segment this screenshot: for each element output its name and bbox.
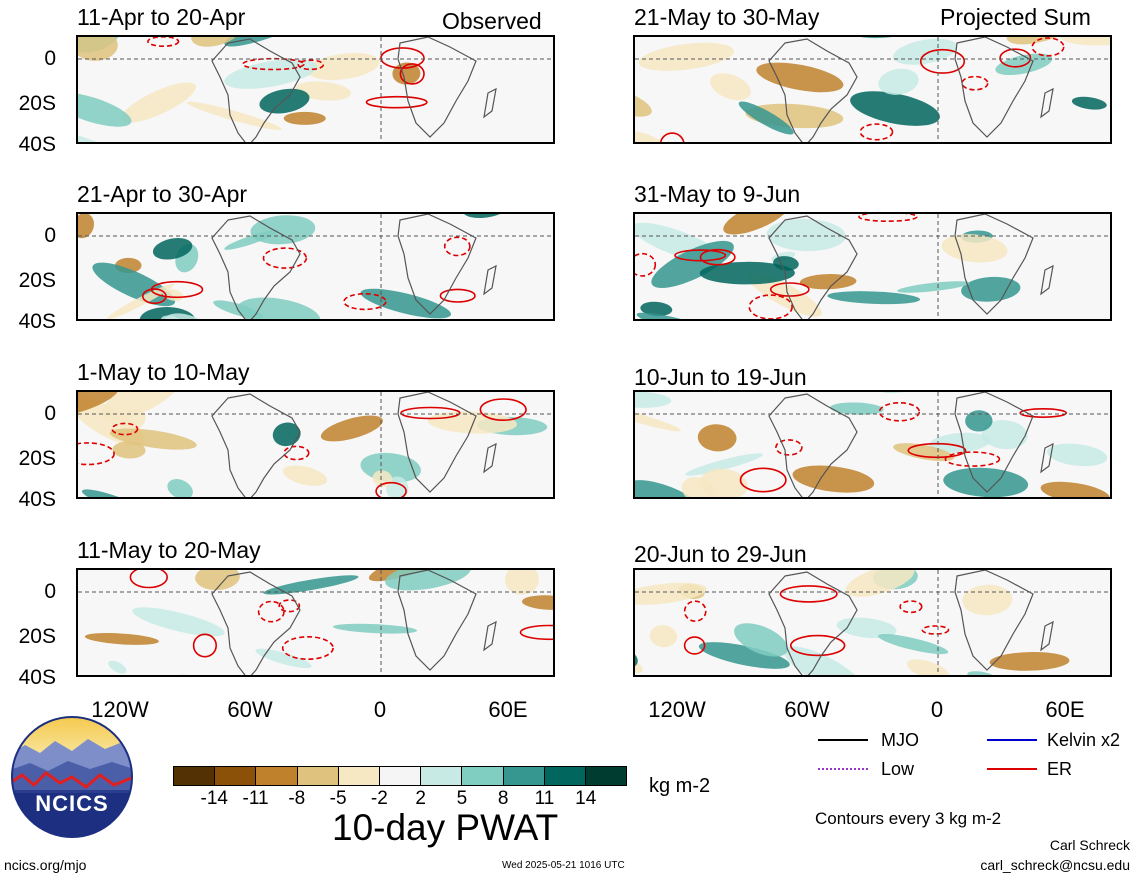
legend-er-line (987, 768, 1037, 770)
ncics-logo: NCICS (10, 715, 134, 839)
figure-title: 10-day PWAT (332, 807, 559, 848)
map-panel (633, 212, 1112, 321)
colorbar-swatch (215, 767, 257, 785)
colorbar-label: 2 (415, 788, 426, 809)
colorbar-swatch (174, 767, 216, 785)
legend-kelvin-label: Kelvin x2 (1047, 730, 1121, 750)
y-tick-label: 0 (44, 402, 56, 425)
y-tick-label: 20S (18, 447, 56, 470)
panel-title: 11-Apr to 20-Apr (77, 4, 246, 30)
x-tick-label: 60W (227, 697, 273, 722)
y-tick-label: 40S (18, 310, 56, 333)
colorbar-label: -8 (288, 788, 306, 809)
y-tick-label: 0 (44, 47, 56, 70)
x-tick-label: 120W (648, 697, 706, 722)
footer-timestamp: Wed 2025-05-21 1016 UTC (502, 860, 625, 871)
map-panel (76, 390, 555, 499)
panel-title: 10-Jun to 19-Jun (634, 364, 807, 390)
y-tick-label: 40S (18, 666, 56, 689)
logo-text: NCICS (35, 791, 109, 816)
colorbar-label: -14 (200, 788, 228, 809)
map-field (78, 214, 553, 319)
colorbar-swatch (256, 767, 298, 785)
colorbar-swatch (544, 767, 586, 785)
x-tick-label: 60E (1045, 697, 1085, 722)
legend-low-line (818, 768, 868, 770)
colorbar-label: -5 (329, 788, 347, 809)
x-tick-label: 60E (488, 697, 528, 722)
colorbar-swatch (297, 767, 339, 785)
map-field (78, 392, 553, 497)
panel-title: 11-May to 20-May (77, 537, 261, 563)
map-field (78, 37, 553, 142)
footer-author: Carl Schreck (1049, 837, 1130, 853)
panel-title: 21-Apr to 30-Apr (77, 181, 248, 207)
x-tick-label: 60W (784, 697, 830, 722)
map-field (635, 214, 1110, 319)
footer-email: carl_schreck@ncsu.edu (980, 857, 1130, 873)
legend-low-label: Low (881, 759, 915, 779)
map-field (635, 392, 1110, 497)
colorbar-swatch (585, 767, 627, 785)
panel-tag-observed: Observed (442, 8, 542, 34)
legend-er-label: ER (1047, 759, 1073, 779)
panel-title: 21-May to 30-May (634, 4, 820, 30)
panel-title: 31-May to 9-Jun (634, 181, 801, 207)
y-tick-label: 40S (18, 488, 56, 511)
map-panel (633, 35, 1112, 144)
colorbar-swatch (503, 767, 545, 785)
colorbar-label: 5 (456, 788, 468, 809)
y-tick-label: 0 (44, 580, 56, 603)
colorbar-label: -11 (242, 788, 269, 809)
y-tick-label: 40S (18, 133, 56, 156)
map-panel (76, 568, 555, 677)
colorbar-label: -2 (370, 788, 388, 809)
colorbar-swatch (338, 767, 380, 785)
legend-mjo-label: MJO (881, 730, 919, 750)
panel-tag-projected: Projected Sum (940, 4, 1091, 30)
map-field (635, 570, 1110, 675)
colorbar-swatch (379, 767, 422, 785)
map-field (635, 37, 1110, 142)
colorbar-label: 14 (575, 788, 597, 809)
legend-mjo-line (818, 739, 868, 741)
y-tick-label: 20S (18, 625, 56, 648)
map-panel (76, 35, 555, 144)
map-panel (633, 390, 1112, 499)
panel-title: 20-Jun to 29-Jun (634, 541, 807, 567)
y-tick-label: 20S (18, 269, 56, 292)
colorbar-units: kg m-2 (649, 775, 711, 797)
x-tick-label: 0 (373, 697, 387, 722)
x-tick-label: 0 (930, 697, 944, 722)
legend-kelvin-line (987, 739, 1037, 741)
colorbar-swatch (462, 767, 504, 785)
map-panel (76, 212, 555, 321)
contour-note: Contours every 3 kg m-2 (815, 809, 1002, 828)
colorbar (173, 766, 627, 786)
x-tick-label: 120W (91, 697, 149, 722)
colorbar-swatch (421, 767, 463, 785)
map-panel (633, 568, 1112, 677)
map-field (78, 570, 553, 675)
footer-url: ncics.org/mjo (4, 857, 87, 873)
colorbar-label: 8 (497, 788, 509, 809)
panel-title: 1-May to 10-May (77, 359, 250, 385)
colorbar-label: 11 (534, 788, 555, 809)
y-tick-label: 20S (18, 92, 56, 115)
y-tick-label: 0 (44, 224, 56, 247)
